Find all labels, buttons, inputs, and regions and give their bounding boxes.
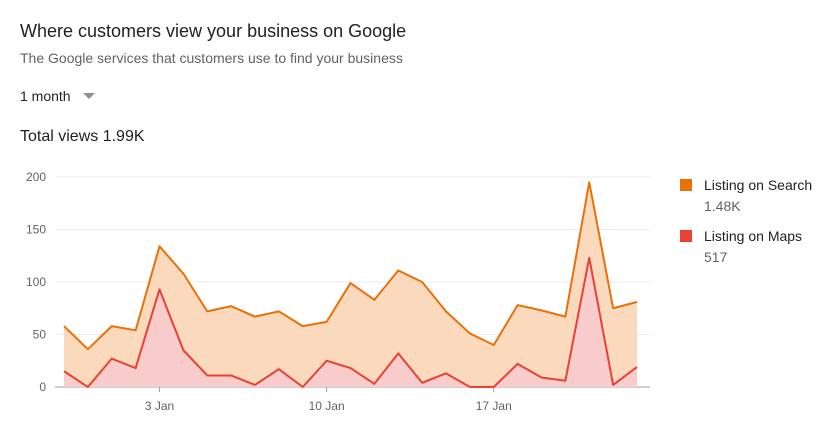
line-listing-on-search (63, 181, 638, 351)
chevron-down-icon (82, 93, 95, 99)
legend-swatch-maps (680, 230, 692, 242)
y-tick-label: 50 (33, 328, 47, 342)
x-tick-label: 3 Jan (145, 399, 174, 413)
y-tick-label: 150 (26, 223, 46, 237)
x-tick-label: 17 Jan (476, 399, 512, 413)
line-listing-on-maps (63, 256, 638, 388)
area-listing-on-maps (64, 257, 637, 387)
legend-label: Listing on Search (704, 177, 813, 193)
y-tick-label: 0 (39, 380, 46, 394)
x-tick-label: 10 Jan (309, 399, 345, 413)
legend: Listing on Search 1.48K Listing on Maps … (680, 177, 812, 279)
page-title: Where customers view your business on Go… (20, 21, 407, 41)
legend-value: 1.48K (704, 198, 741, 214)
legend-swatch-search (680, 179, 692, 191)
legend-item-search[interactable]: Listing on Search 1.48K (680, 177, 812, 214)
range-value: 1 month (20, 88, 71, 104)
y-tick-label: 200 (26, 170, 46, 184)
legend-item-maps[interactable]: Listing on Maps 517 (680, 228, 812, 265)
y-tick-label: 100 (26, 275, 46, 289)
total-views: Total views 1.99K (20, 128, 145, 145)
range-dropdown[interactable]: 1 month (20, 88, 95, 104)
legend-label: Listing on Maps (704, 228, 803, 244)
page-subtitle: The Google services that customers use t… (20, 50, 403, 66)
legend-value: 517 (704, 249, 728, 265)
